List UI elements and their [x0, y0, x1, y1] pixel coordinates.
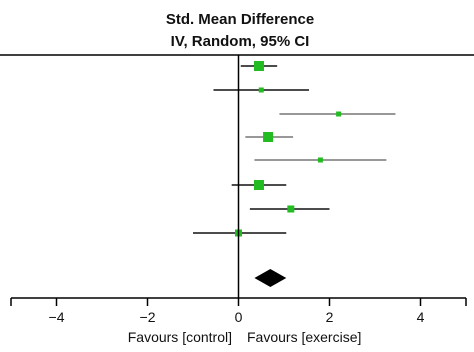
study-point-estimate [287, 205, 295, 213]
study-point-estimate [258, 87, 264, 93]
studies-layer [193, 61, 396, 237]
x-axis: −4 −2 0 2 4 [10, 55, 467, 325]
study-point-estimate [253, 180, 264, 190]
chart-subtitle: IV, Random, 95% CI [171, 33, 310, 50]
study-point-estimate [253, 61, 264, 71]
pooled-estimate-diamond [254, 269, 287, 287]
chart-title: Std. Mean Difference [166, 11, 314, 28]
study-point-estimate [317, 157, 323, 163]
favours-left-label: Favours [control] [128, 329, 232, 345]
x-tick-label: 0 [235, 309, 243, 325]
study-point-estimate [263, 132, 274, 142]
study-point-estimate [336, 111, 342, 117]
x-tick-label: 2 [326, 309, 334, 325]
x-tick-label: 4 [417, 309, 425, 325]
favours-right-label: Favours [exercise] [247, 329, 361, 345]
pooled-layer [254, 269, 287, 287]
x-tick-label: −4 [49, 309, 65, 325]
x-tick-label: −2 [140, 309, 156, 325]
